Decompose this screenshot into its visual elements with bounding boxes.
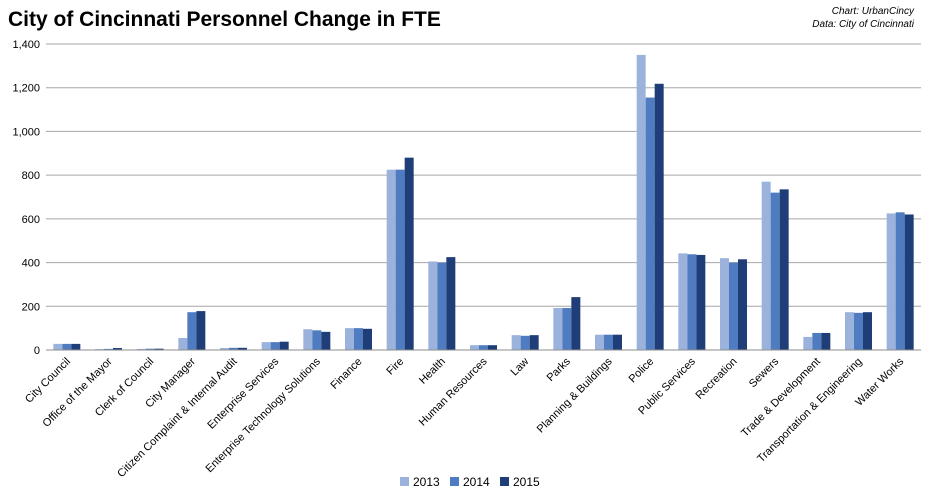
bar-2014-water-works (895, 212, 905, 350)
y-tick-label: 200 (22, 301, 40, 313)
bar-2015-human-resources (488, 345, 497, 350)
bar-2015-citizen-complaint-internal-audit (238, 347, 247, 350)
bar-2013-city-council (53, 343, 63, 350)
x-tick-label: Recreation (694, 356, 740, 402)
bar-2015-fire (404, 157, 414, 350)
bar-2014-human-resources (479, 345, 488, 350)
bar-2013-enterprise-technology-solutions (303, 329, 313, 350)
x-tick-label: Health (417, 356, 448, 387)
bar-2013-enterprise-services (261, 342, 271, 350)
legend-label-2015: 2015 (513, 475, 540, 489)
bar-2013-law (511, 335, 521, 350)
bar-2014-fire (395, 169, 405, 350)
bar-2013-planning-buildings (595, 334, 604, 350)
legend-label-2014: 2014 (463, 475, 490, 489)
x-tick-label: Police (627, 356, 657, 386)
x-tick-label: Fire (384, 356, 406, 378)
bar-2015-public-services (696, 254, 706, 350)
y-tick-label: 1,200 (12, 83, 40, 95)
bar-2013-clerk-of-council (136, 348, 146, 350)
y-tick-label: 800 (22, 170, 40, 182)
x-tick-label: Trade & Development (739, 356, 823, 440)
chart-credit-source: Data: City of Cincinnati (812, 19, 914, 30)
bar-2014-city-manager (187, 312, 197, 350)
bar-2014-parks (562, 308, 572, 350)
bars (53, 54, 914, 351)
bar-2015-enterprise-technology-solutions (321, 331, 331, 350)
bar-2014-finance (354, 328, 363, 350)
bar-2013-recreation (720, 258, 729, 350)
bar-2014-citizen-complaint-internal-audit (229, 347, 238, 350)
x-tick-label: Law (509, 356, 532, 379)
bar-2013-water-works (886, 213, 896, 350)
legend-swatch-2014 (450, 477, 459, 486)
x-tick-label: Parks (545, 355, 574, 384)
bar-2014-public-services (687, 254, 697, 350)
x-tick-label: Sewers (747, 355, 782, 390)
legend-swatch-2013 (400, 477, 409, 486)
bar-2014-enterprise-technology-solutions (312, 330, 322, 350)
y-axis-ticks: 0 200 400 600 800 1,000 1,200 1,400 (12, 39, 40, 357)
bar-2015-transportation-engineering (863, 312, 872, 350)
bar-2014-enterprise-services (270, 342, 280, 350)
bar-2014-planning-buildings (604, 334, 613, 350)
y-tick-label: 600 (22, 214, 40, 226)
bar-2014-recreation (729, 262, 738, 350)
legend-swatch-2015 (500, 477, 509, 486)
bar-2015-police (654, 83, 664, 350)
gridlines (46, 43, 921, 307)
bar-2013-public-services (678, 253, 688, 350)
bar-2015-enterprise-services (279, 341, 289, 350)
bar-2015-water-works (904, 214, 914, 350)
bar-2015-city-council (71, 343, 81, 350)
bar-2013-citizen-complaint-internal-audit (220, 348, 229, 350)
bar-2014-law (520, 335, 530, 350)
bar-2015-planning-buildings (613, 334, 622, 350)
bar-2015-office-of-the-mayor (113, 348, 122, 350)
bar-2015-clerk-of-council (154, 348, 164, 350)
chart-credit-author: Chart: UrbanCincy (832, 6, 915, 17)
bar-2013-city-manager (178, 337, 188, 350)
bar-2014-clerk-of-council (145, 348, 155, 350)
bar-2014-transportation-engineering (854, 312, 863, 350)
bar-2015-law (529, 335, 539, 350)
legend-label-2013: 2013 (413, 475, 440, 489)
bar-2013-parks (553, 308, 563, 350)
bar-2014-city-council (62, 343, 72, 350)
x-tick-label: Planning & Buildings (535, 355, 615, 435)
bar-2013-fire (386, 169, 396, 350)
bar-2015-trade-development (821, 332, 831, 350)
bar-2013-human-resources (470, 345, 479, 350)
bar-2014-police (645, 97, 655, 350)
y-tick-label: 1,000 (12, 126, 40, 138)
chart-title: City of Cincinnati Personnel Change in F… (8, 8, 441, 31)
y-tick-label: 1,400 (12, 39, 40, 51)
bar-2014-office-of-the-mayor (104, 348, 113, 350)
bar-2015-recreation (738, 259, 747, 350)
bar-2015-health (446, 257, 456, 350)
bar-2013-health (428, 261, 438, 350)
x-tick-label: Finance (328, 356, 364, 392)
bar-2013-trade-development (803, 336, 813, 350)
bar-2013-finance (345, 328, 354, 350)
bar-2013-transportation-engineering (845, 312, 854, 350)
x-tick-label: Enterprise Services (205, 355, 281, 431)
y-tick-label: 400 (22, 258, 40, 270)
bar-2014-health (437, 262, 447, 350)
bar-2014-sewers (770, 192, 780, 350)
bar-2015-city-manager (196, 311, 206, 350)
x-tick-label: Office of the Mayor (41, 355, 115, 429)
legend: 2013 2014 2015 (400, 475, 540, 489)
y-tick-label: 0 (34, 345, 40, 357)
bar-2015-sewers (779, 189, 789, 350)
bar-2013-sewers (761, 181, 771, 350)
bar-2013-police (636, 54, 646, 351)
bar-2015-parks (571, 297, 581, 350)
bar-2015-finance (363, 328, 372, 350)
bar-2014-trade-development (812, 332, 822, 350)
